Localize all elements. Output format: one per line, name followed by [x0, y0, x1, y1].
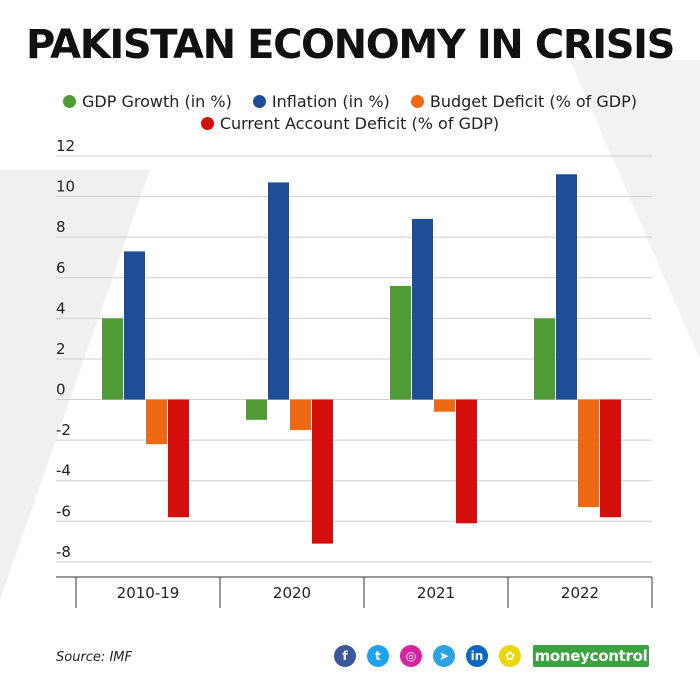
facebook-icon[interactable]: f [334, 645, 356, 667]
bar-inflation-2010-19 [124, 251, 145, 400]
legend-label-current-account-deficit: Current Account Deficit (% of GDP) [219, 114, 500, 133]
legend-row-2: Current Account Deficit (% of GDP) [0, 114, 700, 133]
bar-current-2021 [456, 399, 477, 524]
telegram-icon[interactable]: ➤ [433, 645, 455, 667]
bar-gdp-2020 [246, 399, 267, 420]
x-tick-label: 2020 [273, 584, 311, 602]
legend-swatch-gdp-growth [63, 95, 77, 108]
legend-swatch-current-account-deficit [200, 117, 214, 130]
instagram-icon[interactable]: ◎ [400, 645, 422, 667]
bar-inflation-2020 [268, 182, 289, 400]
legend-item-budget-deficit: Budget Deficit (% of GDP) [410, 92, 637, 111]
bar-current-2022 [600, 399, 621, 518]
bar-inflation-2021 [412, 218, 433, 400]
twitter-icon[interactable]: t [367, 645, 389, 667]
y-tick-label: 8 [56, 218, 66, 236]
bar-budget-2021 [434, 399, 455, 412]
moneycontrol-logo: moneycontrol [533, 645, 649, 667]
bar-budget-2010-19 [146, 399, 167, 445]
x-tick-label: 2022 [561, 584, 599, 602]
brand-part-1: money [534, 647, 590, 665]
y-tick-label: 2 [56, 340, 66, 358]
y-tick-label: -2 [56, 421, 71, 439]
legend-item-current-account-deficit: Current Account Deficit (% of GDP) [200, 114, 500, 133]
bar-gdp-2022 [534, 318, 555, 400]
legend-swatch-budget-deficit [410, 95, 424, 108]
y-tick-label: 4 [56, 299, 66, 317]
bar-current-2020 [312, 399, 333, 544]
legend-label-inflation: Inflation (in %) [271, 92, 390, 111]
y-tick-label: 10 [56, 178, 75, 196]
legend-row-1: GDP Growth (in %) Inflation (in %) Budge… [0, 92, 700, 111]
y-tick-label: -8 [56, 543, 71, 561]
legend-swatch-inflation [252, 95, 266, 108]
legend-label-gdp-growth: GDP Growth (in %) [82, 92, 232, 111]
legend-item-gdp-growth: GDP Growth (in %) [63, 92, 232, 111]
source-note: Source: IMF [56, 650, 132, 665]
legend-label-budget-deficit: Budget Deficit (% of GDP) [429, 92, 637, 111]
brand-part-2: control [589, 647, 648, 665]
y-tick-label: -4 [56, 462, 71, 480]
bar-gdp-2010-19 [102, 318, 123, 400]
bar-budget-2022 [578, 399, 599, 508]
y-tick-label: 12 [56, 137, 75, 155]
legend-item-inflation: Inflation (in %) [252, 92, 390, 111]
y-tick-label: 0 [56, 381, 66, 399]
page-title: PAKISTAN ECONOMY IN CRISIS [25, 22, 676, 68]
bar-inflation-2022 [556, 174, 577, 400]
bar-budget-2020 [290, 399, 311, 430]
x-tick-label: 2010-19 [117, 584, 180, 602]
bar-gdp-2021 [390, 285, 411, 400]
y-tick-label: 6 [56, 259, 66, 277]
linkedin-icon[interactable]: in [466, 645, 488, 667]
x-tick-label: 2021 [417, 584, 455, 602]
snapchat-icon[interactable]: ✿ [499, 645, 521, 667]
y-tick-label: -6 [56, 502, 71, 520]
bar-current-2010-19 [168, 399, 189, 518]
